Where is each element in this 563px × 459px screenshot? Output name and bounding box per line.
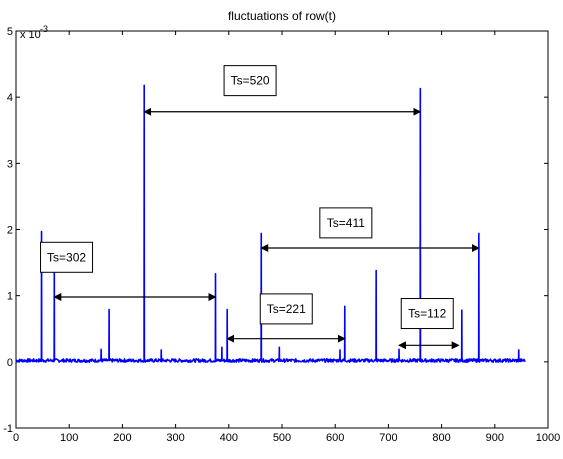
- plot-area-frame: [15, 30, 549, 429]
- y-exponent-power: -3: [40, 24, 48, 34]
- period-label: Ts=221: [267, 302, 306, 316]
- period-label-box: [400, 298, 454, 330]
- chart-title: fluctuations of row(t): [228, 9, 336, 23]
- x-tick-label: 800: [432, 432, 450, 444]
- y-axis: -1 0 1 2 3 4 5: [3, 26, 548, 435]
- x-tick-label: 900: [486, 432, 504, 444]
- period-annotation: Ts=221: [226, 293, 346, 343]
- period-label: Ts=411: [327, 216, 365, 230]
- period-annotation: Ts=520: [143, 65, 422, 116]
- period-annotation: Ts=302: [40, 241, 217, 301]
- period-label: Ts=112: [408, 307, 446, 321]
- series-line: [15, 84, 526, 363]
- period-label-box: [40, 241, 94, 273]
- period-annotations: Ts=302 Ts=520 Ts=411 Ts=221 Ts=112: [40, 65, 480, 350]
- period-label: Ts=302: [47, 250, 86, 264]
- y-tick-label: -1: [3, 423, 13, 435]
- period-label-box: [319, 207, 373, 239]
- x-tick-label: 600: [326, 432, 344, 444]
- period-label-box: [259, 293, 313, 325]
- y-tick-label: 2: [7, 225, 13, 237]
- x-tick-label: 700: [379, 432, 397, 444]
- y-tick-label: 3: [7, 158, 13, 170]
- y-exponent-base: x 10: [20, 29, 41, 41]
- period-annotation: Ts=112: [398, 298, 460, 350]
- y-tick-label: 0: [7, 357, 13, 369]
- period-label: Ts=520: [231, 74, 270, 88]
- y-tick-label: 4: [7, 92, 13, 104]
- x-tick-label: 400: [220, 432, 238, 444]
- x-tick-label: 100: [60, 432, 78, 444]
- y-tick-label: 1: [7, 291, 13, 303]
- x-tick-label: 300: [166, 432, 184, 444]
- x-tick-label: 0: [13, 432, 19, 444]
- x-tick-label: 500: [273, 432, 291, 444]
- x-tick-label: 1000: [536, 432, 560, 444]
- period-label-box: [223, 65, 277, 97]
- period-annotation: Ts=411: [260, 207, 480, 253]
- y-tick-label: 5: [7, 26, 13, 38]
- x-tick-label: 200: [113, 432, 131, 444]
- y-exponent-label: x 10 -3: [20, 24, 48, 41]
- x-axis: 0 100 200 300 400 500 600 700 800 900 1000: [13, 31, 560, 444]
- plot-series: [15, 84, 526, 363]
